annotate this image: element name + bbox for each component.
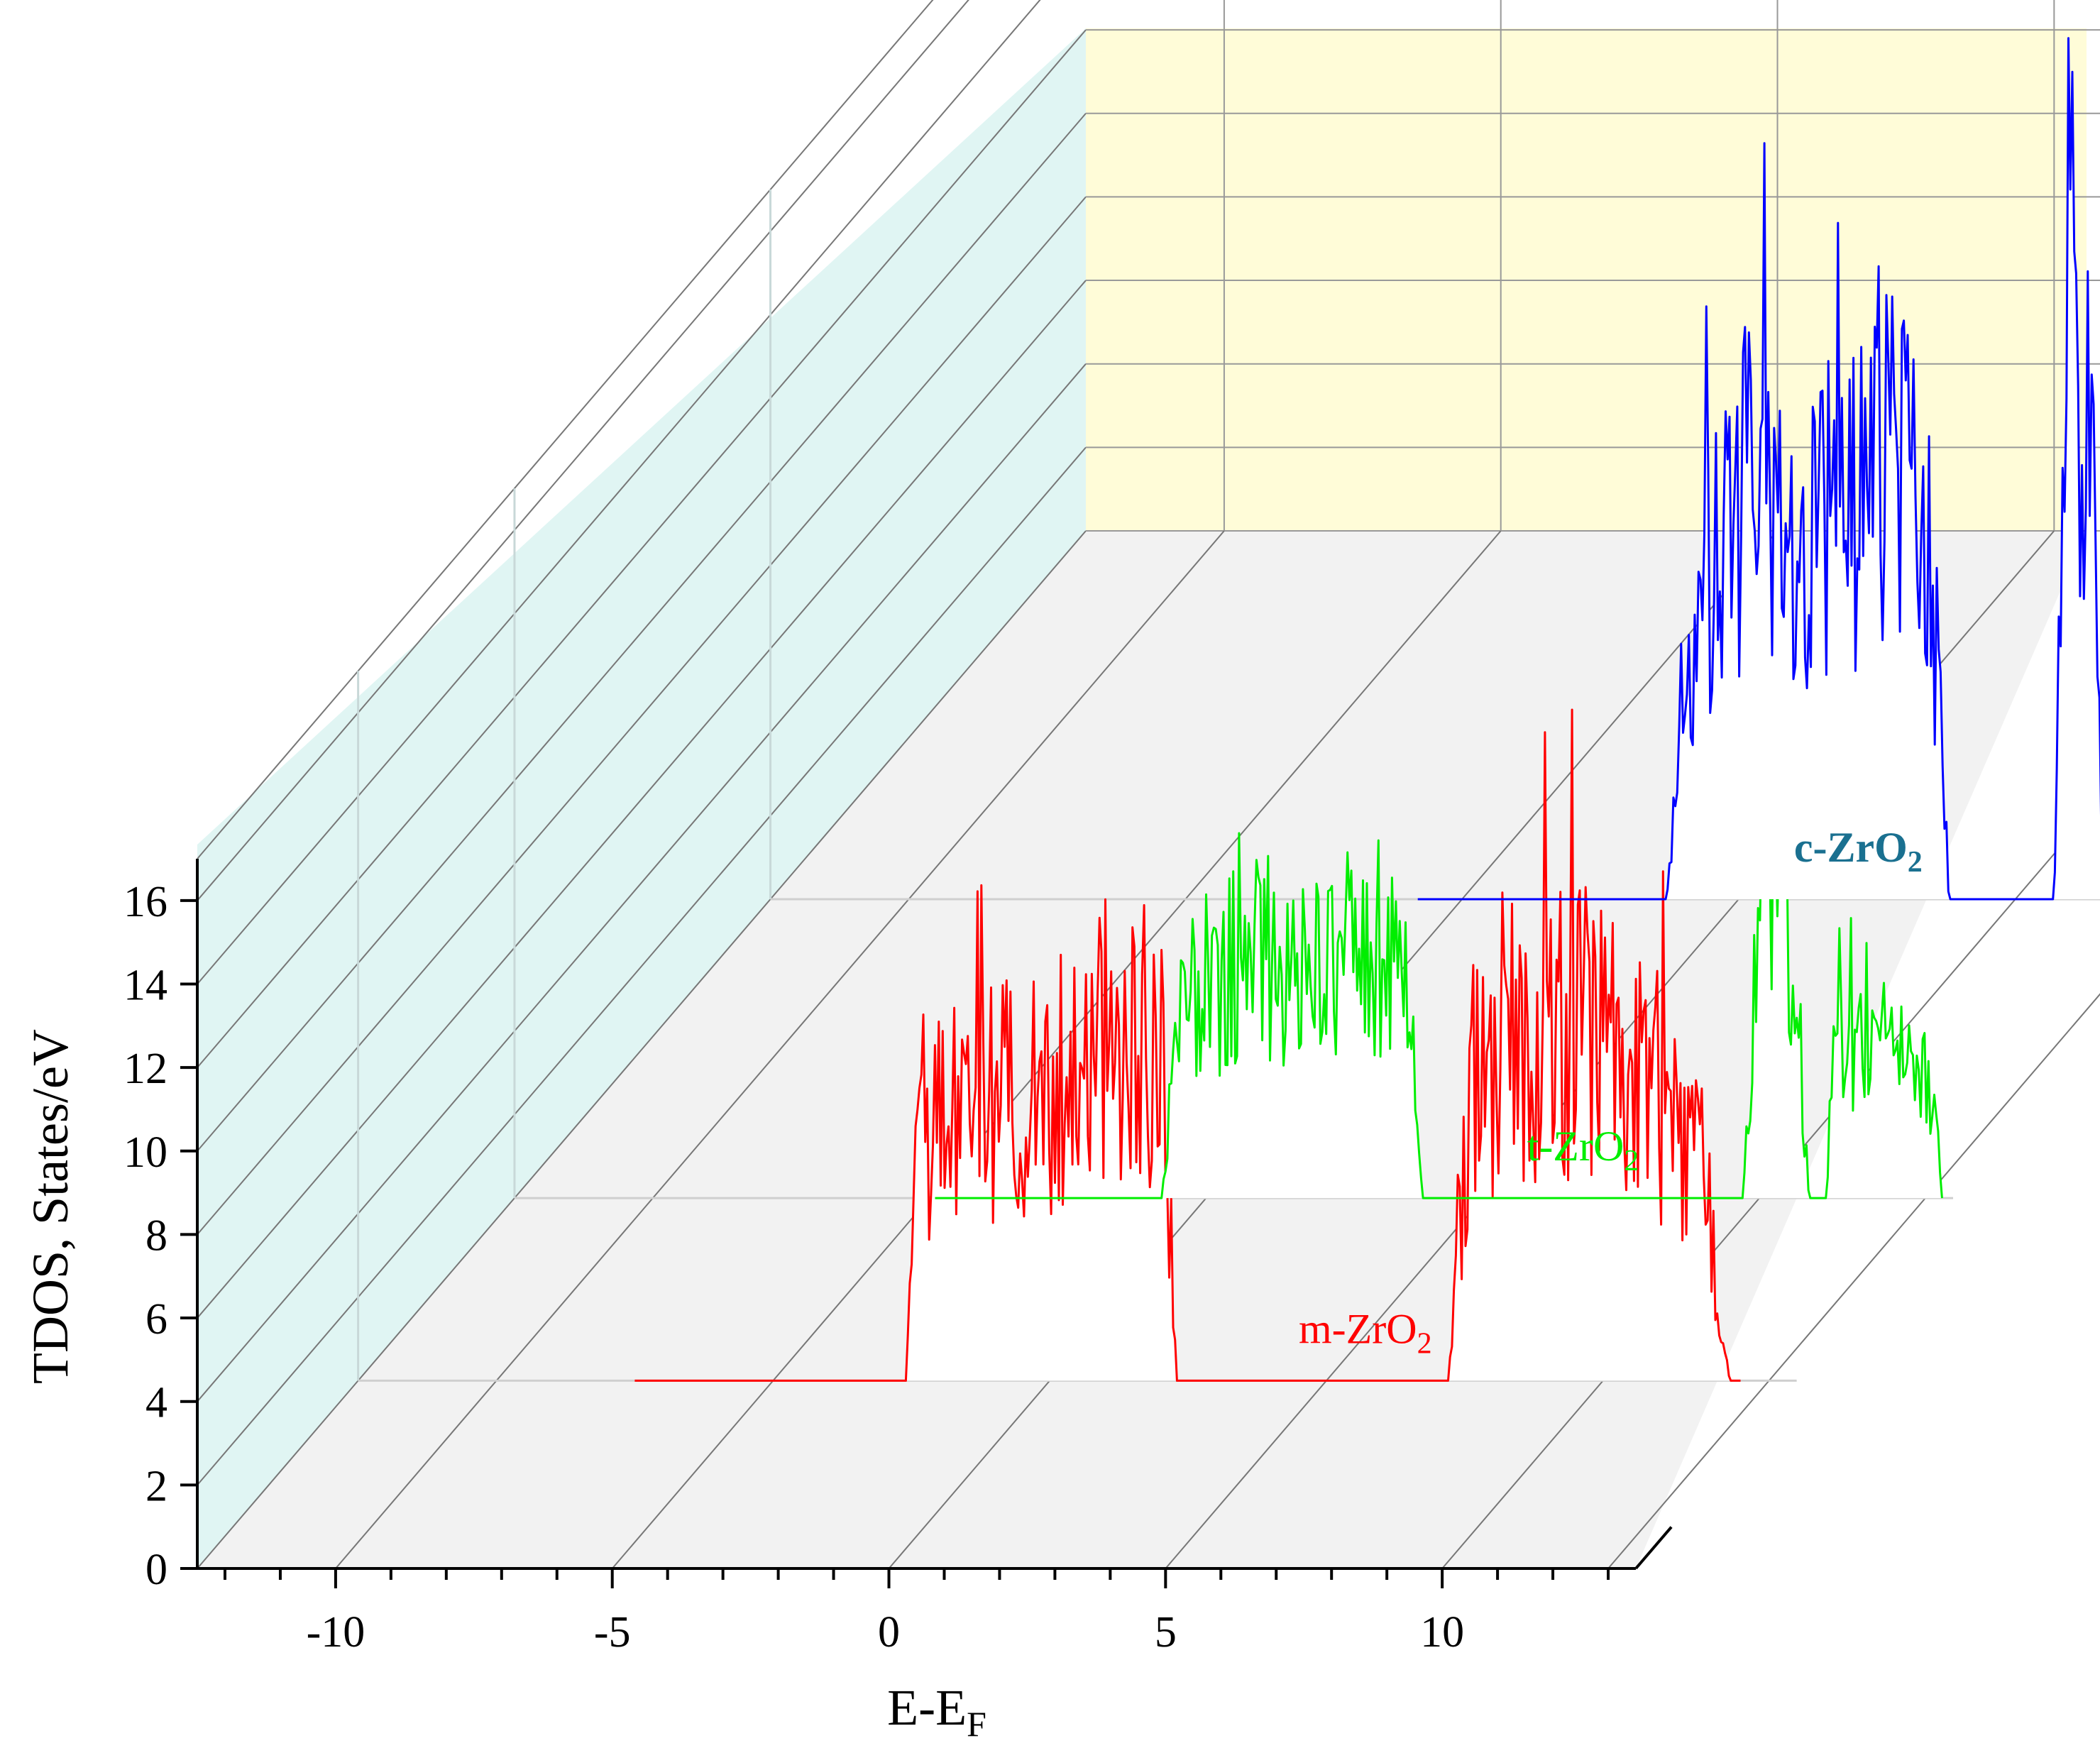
- x-tick-label: 0: [878, 1608, 900, 1656]
- floor-grid-line: [1607, 993, 2100, 1569]
- x-tick-label: -5: [594, 1608, 631, 1656]
- wall-grid-line: [197, 0, 1041, 985]
- series-curves: [634, 37, 2100, 1382]
- y-tick-label: 8: [145, 1211, 167, 1260]
- series-label-t-ZrO2: t-ZrO2: [1527, 1123, 1639, 1177]
- series-line-c-ZrO2: [1417, 37, 2100, 901]
- wall-grid-line: [197, 363, 1087, 1402]
- wall-grid-line: [197, 196, 1087, 1236]
- wall-grid-line: [197, 530, 1087, 1569]
- x-axis-depth-edge: [1634, 1526, 1673, 1570]
- series-label-subscript: 2: [1417, 1327, 1432, 1360]
- series-area-c-ZrO2: [1417, 38, 2100, 899]
- series-label-subscript: 2: [1908, 846, 1923, 879]
- series-label-main: m-ZrO: [1299, 1305, 1417, 1352]
- y-tick-label: 0: [145, 1546, 167, 1594]
- y-tick-label: 16: [123, 878, 167, 926]
- x-tick-label: -10: [307, 1608, 365, 1656]
- x-tick-label: 10: [1420, 1608, 1464, 1656]
- series-label-main: t-ZrO: [1527, 1123, 1625, 1170]
- series-label-c-ZrO2: c-ZrO2: [1794, 824, 1923, 879]
- back-wall: [1086, 28, 2087, 531]
- wall-grid-line: [197, 0, 934, 859]
- x-axis-title: E-EF: [887, 1679, 986, 1744]
- y-tick-label: 12: [123, 1045, 167, 1093]
- x-tick-label: 5: [1155, 1608, 1177, 1656]
- axes: [180, 859, 1673, 1588]
- floor-grid-line: [611, 530, 1502, 1569]
- wall-grid-line: [197, 113, 1087, 1152]
- y-tick-label: 14: [123, 961, 167, 1009]
- wall-grid-line: [197, 29, 1087, 1068]
- y-tick-label: 6: [145, 1295, 167, 1343]
- series-label-subscript: 2: [1624, 1145, 1639, 1177]
- wall-grid-line: [197, 446, 1087, 1486]
- series-label-main: c-ZrO: [1794, 824, 1908, 871]
- y-tick-label: 4: [145, 1379, 167, 1427]
- wall-grid-line: [197, 280, 1087, 1319]
- series-area-t-ZrO2: [935, 770, 1942, 1199]
- y-tick-label: 10: [123, 1128, 167, 1177]
- wall-grid-line: [197, 0, 969, 901]
- series-label-m-ZrO2: m-ZrO2: [1299, 1305, 1432, 1360]
- y-axis-title: TDOS, States/eV: [22, 1029, 79, 1384]
- y-tick-label: 2: [145, 1462, 167, 1510]
- floor-grid-line: [335, 530, 1225, 1569]
- series-line-m-ZrO2: [634, 708, 1741, 1382]
